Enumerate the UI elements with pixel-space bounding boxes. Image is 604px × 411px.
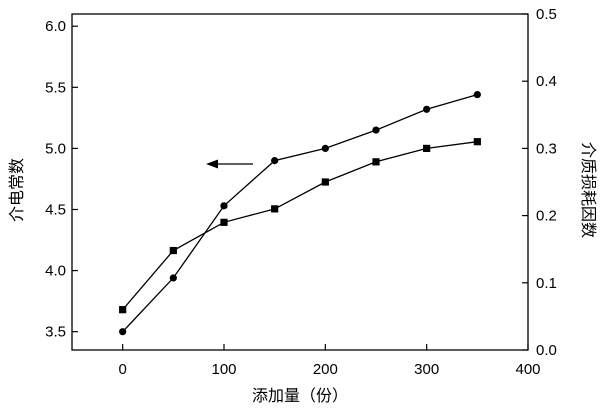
y-right-tick-label: 0.4 — [536, 73, 557, 90]
x-axis-title: 添加量（份） — [252, 387, 348, 405]
data-point-circle — [372, 126, 380, 134]
y-right-tick-label: 0.1 — [536, 275, 557, 292]
data-point-square — [220, 218, 228, 226]
y-left-tick-label: 3.5 — [45, 324, 66, 341]
y-right-tick-label: 0.0 — [536, 342, 557, 359]
x-tick-label: 400 — [515, 361, 540, 378]
data-point-square — [271, 205, 279, 213]
y-right-tick-label: 0.3 — [536, 140, 557, 157]
series-line-square — [122, 141, 478, 311]
x-tick-label: 300 — [414, 361, 439, 378]
y-right-tick-label: 0.5 — [536, 6, 557, 23]
y-left-tick-label: 5.5 — [45, 79, 66, 96]
y-right-tick-label: 0.2 — [536, 208, 557, 225]
x-tick-label: 0 — [118, 361, 126, 378]
data-point-square — [119, 306, 127, 314]
data-point-square — [423, 144, 431, 152]
annotation-layer — [206, 159, 253, 169]
y-left-tick-label: 4.5 — [45, 201, 66, 218]
data-point-square — [169, 246, 177, 255]
plot-frame — [71, 13, 529, 351]
x-tick-label: 100 — [211, 361, 236, 378]
y-left-tick-label: 6.0 — [45, 18, 66, 35]
x-tick-label: 200 — [313, 361, 338, 378]
y-right-axis-title: 介质损耗因数 — [579, 142, 597, 238]
data-point-circle — [423, 105, 431, 113]
data-point-circle — [169, 274, 177, 282]
data-point-circle — [271, 157, 279, 165]
data-point-circle — [473, 91, 481, 99]
data-point-square — [321, 178, 329, 186]
data-point-circle — [220, 202, 228, 210]
left-axis-arrow-head — [206, 159, 218, 169]
series-layer — [119, 91, 481, 336]
y-left-tick-label: 5.0 — [45, 140, 66, 157]
ticks-layer: 0 100 200 300 400 3.5 4.0 4.5 5.0 5.5 6.0 0.0 0.1 0.2… — [45, 6, 557, 378]
data-point-square — [372, 158, 380, 166]
data-point-square — [473, 138, 481, 146]
series-line-circle — [122, 93, 478, 333]
data-point-circle — [321, 144, 329, 152]
y-left-tick-label: 4.0 — [45, 263, 66, 280]
y-left-axis-title: 介电常数 — [8, 158, 26, 222]
data-point-circle — [119, 328, 127, 336]
